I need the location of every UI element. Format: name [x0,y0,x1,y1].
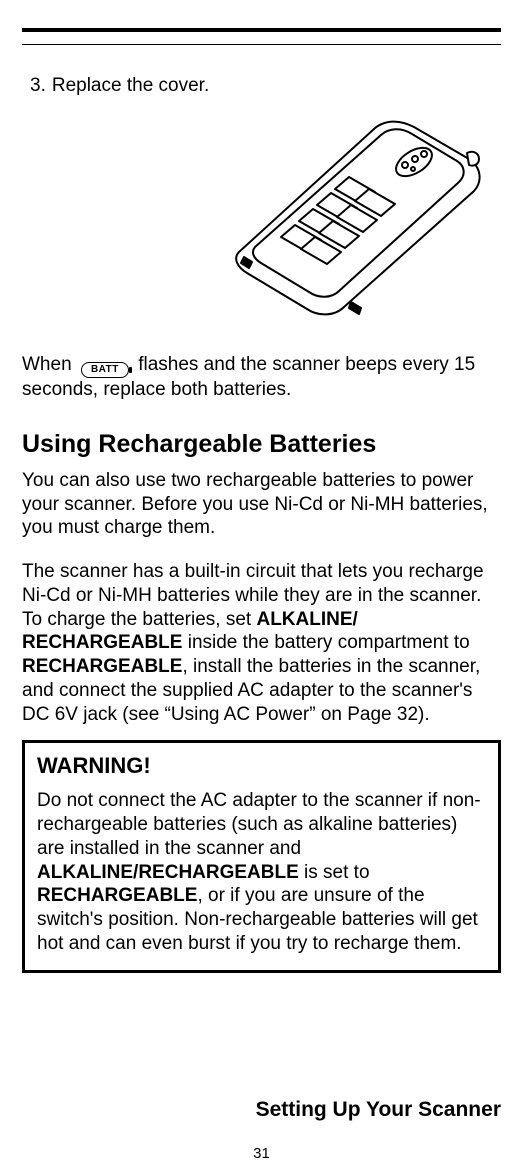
batt-icon: BATT [81,362,129,378]
footer-section-title: Setting Up Your Scanner [256,1098,501,1122]
step-row: 3. Replace the cover. [22,75,501,97]
charge-paragraph: The scanner has a built-in circuit that … [22,560,501,726]
warning-title: WARNING! [37,753,486,779]
warn-bold-2: RECHARGEABLE [37,885,197,906]
top-rule-thin [22,44,501,45]
warn-bold-1: ALKALINE/RECHARGE­ABLE [37,862,299,883]
use-rechargeable-paragraph: You can also use two rechargeable batter… [22,469,501,540]
step-number: 3. [30,75,46,97]
when-text-a: When [22,354,72,375]
scanner-illustration [199,107,499,327]
charge-bold-2: RECHARGEABLE [22,656,182,677]
figure-wrap [22,107,501,327]
warning-box: WARNING! Do not connect the AC adapter t… [22,740,501,972]
warning-body: Do not connect the AC adapter to the sca… [37,789,486,955]
top-rule-thick [22,28,501,32]
section-heading: Using Rechargeable Batteries [22,430,501,459]
warn-text-1: Do not connect the AC adapter to the sca… [37,790,481,859]
warn-text-2: is set to [299,862,370,883]
battery-flash-paragraph: When BATT flashes and the scanner beeps … [22,353,501,402]
page: 3. Replace the cover. [0,28,523,1176]
charge-text-1: The scanner has a built-in circuit that … [22,561,484,630]
step-text: Replace the cover. [52,75,209,97]
charge-text-2: inside the battery compartment to [182,632,469,653]
